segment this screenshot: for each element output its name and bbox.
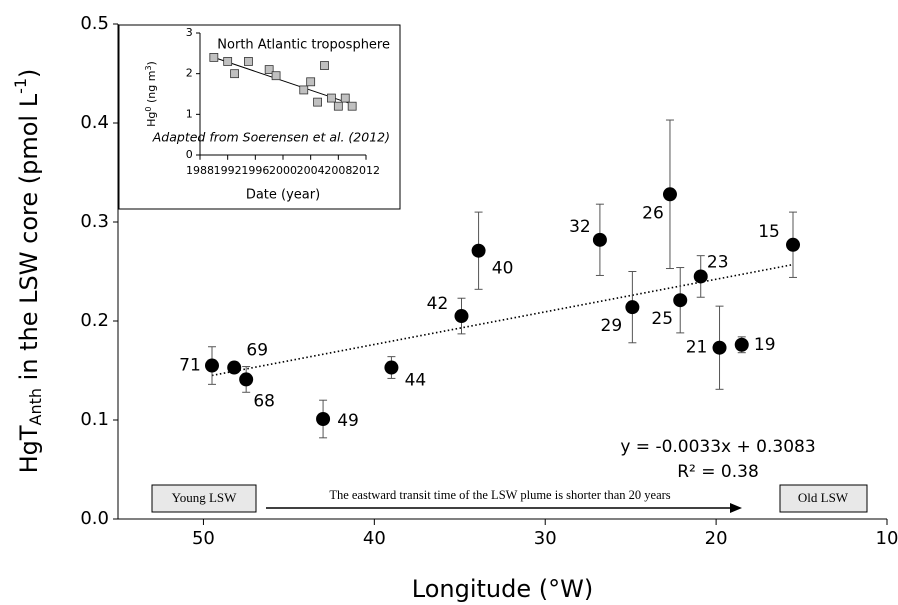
point — [299, 85, 309, 95]
point — [327, 93, 336, 103]
point — [204, 358, 219, 373]
point-label: 40 — [492, 259, 514, 279]
y-title-part: Hg — [145, 112, 158, 127]
point-label: 44 — [405, 371, 427, 391]
point — [384, 360, 399, 375]
point — [734, 337, 749, 352]
point — [786, 237, 801, 252]
point — [333, 101, 343, 111]
point — [712, 340, 727, 355]
x-tick-label: 2012 — [352, 164, 380, 177]
point-label: 23 — [707, 252, 729, 272]
y-tick-label: 2 — [186, 67, 193, 80]
inset-y-title: Hg0 (ng m3) — [144, 61, 159, 127]
point-label: 32 — [569, 217, 591, 237]
x-tick-label: 2004 — [297, 164, 325, 177]
x-tick-label: 40 — [363, 528, 386, 549]
x-tick-label: 2008 — [324, 164, 352, 177]
point — [454, 309, 469, 324]
point — [625, 300, 640, 315]
x-tick-label: 1992 — [214, 164, 242, 177]
x-tick-label: 2000 — [269, 164, 297, 177]
point-label: 29 — [601, 316, 623, 336]
equation: y = -0.0033x + 0.3083 — [620, 437, 815, 457]
point-label: 21 — [686, 338, 708, 358]
point — [340, 93, 350, 103]
point — [592, 232, 607, 247]
point — [662, 187, 677, 202]
inset-note: Adapted from Soerensen et al. (2012) — [152, 130, 390, 145]
point — [316, 412, 331, 427]
point-label: 71 — [179, 356, 201, 376]
y-title-part: ) — [15, 69, 43, 78]
x-axis-title: Longitude (°W) — [412, 575, 593, 603]
y-title-sub: Anth — [26, 388, 45, 426]
point-label: 15 — [758, 222, 780, 242]
x-tick-label: 10 — [876, 528, 898, 549]
point — [209, 53, 219, 62]
point-label: 26 — [642, 203, 664, 223]
point — [347, 101, 357, 111]
point — [673, 293, 688, 308]
y-tick-label: 1 — [186, 107, 193, 120]
point — [306, 77, 316, 87]
point — [264, 65, 274, 74]
y-axis-title: HgTAnth in the LSW core (pmol L-1) — [11, 69, 45, 474]
point-label: 68 — [253, 391, 275, 411]
x-tick-label: 50 — [192, 528, 215, 549]
point-label: 42 — [427, 294, 449, 314]
y-tick-label: 0 — [186, 148, 193, 161]
y-tick-label: 0.0 — [80, 508, 109, 529]
y-tick-label: 3 — [186, 26, 193, 39]
point — [239, 372, 254, 387]
y-tick-label: 0.3 — [80, 211, 109, 232]
y-tick-label: 0.4 — [80, 112, 109, 133]
point-label: 19 — [754, 335, 776, 355]
point — [313, 97, 322, 107]
y-title-sup: 0 — [144, 107, 153, 112]
x-tick-label: 1996 — [241, 164, 269, 177]
point-label: 25 — [651, 309, 673, 329]
inset-title: North Atlantic troposphere — [217, 38, 390, 53]
point — [230, 69, 239, 79]
y-title-part: in the LSW core (pmol L — [15, 93, 43, 388]
arrow-head — [730, 503, 742, 513]
point — [244, 57, 253, 66]
y-title-sup: 3 — [144, 65, 153, 70]
y-title-sup: -1 — [11, 78, 30, 94]
y-tick-label: 0.5 — [80, 13, 109, 34]
r-squared: R² = 0.38 — [677, 462, 759, 482]
y-title-part: ) — [145, 61, 158, 65]
y-title-part: HgT — [15, 425, 43, 473]
point-label: 49 — [337, 411, 359, 431]
label-box — [151, 484, 257, 513]
y-title-part: (ng m — [145, 71, 158, 107]
point — [227, 360, 242, 375]
annotation: The eastward transit time of the LSW plu… — [329, 488, 670, 502]
y-tick-label: 0.2 — [80, 310, 109, 331]
x-tick-label: 1988 — [186, 164, 214, 177]
trendline — [211, 263, 794, 377]
point — [693, 269, 708, 284]
y-tick-label: 0.1 — [80, 409, 109, 430]
point — [223, 57, 233, 66]
point — [271, 71, 281, 81]
x-tick-label: 30 — [534, 528, 557, 549]
annotation: Old LSW — [798, 490, 849, 505]
x-tick-label: 20 — [705, 528, 728, 549]
x-axis-title: Date (year) — [246, 188, 320, 203]
point — [471, 243, 486, 258]
label-box — [779, 484, 868, 513]
point-label: 69 — [246, 341, 268, 361]
annotation: Young LSW — [172, 490, 238, 505]
inset-frame — [118, 24, 401, 210]
point — [320, 61, 329, 70]
